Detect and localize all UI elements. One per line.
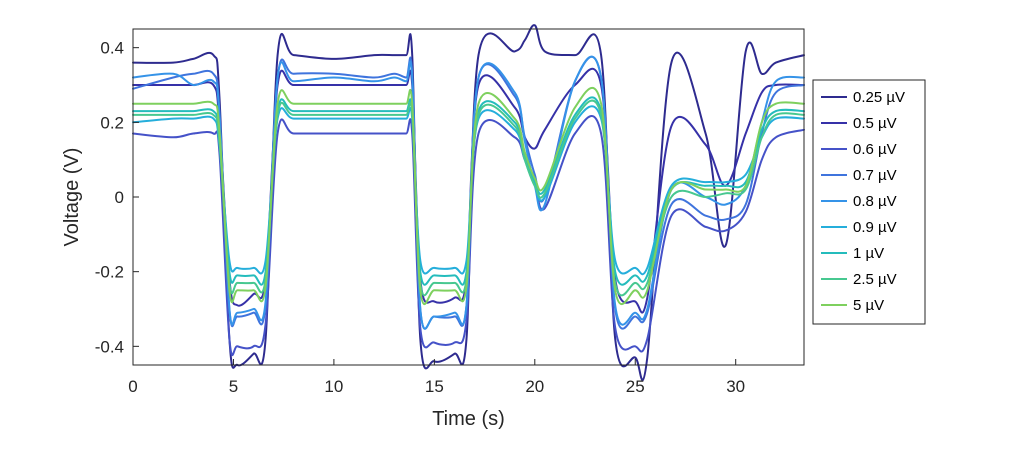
y-axis-label: Voltage (V) <box>61 148 83 247</box>
y-axis-ticks: -0.4 -0.2 0 0.2 0.4 <box>95 39 139 356</box>
x-axis-label: Time (s) <box>432 408 505 430</box>
legend-label: 0.5 µV <box>853 115 897 132</box>
x-tick-label: 10 <box>324 377 343 396</box>
legend-label: 0.7 µV <box>853 167 897 184</box>
y-tick-label: 0.4 <box>100 39 124 58</box>
legend-label: 2.5 µV <box>853 271 897 288</box>
legend-label: 1 µV <box>853 245 884 262</box>
legend-label: 0.8 µV <box>853 193 897 210</box>
x-tick-label: 15 <box>425 377 444 396</box>
x-tick-label: 25 <box>626 377 645 396</box>
x-tick-label: 30 <box>726 377 745 396</box>
series-line-6 <box>132 96 805 286</box>
series-line-2 <box>132 115 805 357</box>
y-tick-label: 0 <box>115 188 124 207</box>
legend-label: 5 µV <box>853 297 884 314</box>
series-line-4 <box>132 55 805 330</box>
y-tick-label: 0.2 <box>100 113 124 132</box>
series-line-5 <box>132 105 805 276</box>
legend-label: 0.25 µV <box>853 89 905 106</box>
x-tick-label: 0 <box>128 377 137 396</box>
series-line-1 <box>132 67 805 314</box>
y-tick-label: -0.4 <box>95 337 124 356</box>
legend-label: 0.9 µV <box>853 219 897 236</box>
x-axis-ticks: 0 5 10 15 20 25 30 <box>128 359 745 396</box>
y-tick-label: -0.2 <box>95 263 124 282</box>
legend-label: 0.6 µV <box>853 141 897 158</box>
series-line-8 <box>132 87 805 306</box>
legend: 0.25 µV 0.5 µV 0.6 µV 0.7 µV 0.8 µV 0.9 µV 1 µ… <box>812 79 926 325</box>
x-tick-label: 5 <box>229 377 238 396</box>
x-tick-label: 20 <box>525 377 544 396</box>
plot-lines <box>132 24 805 382</box>
series-line-0 <box>132 24 805 382</box>
series-line-3 <box>132 55 805 330</box>
